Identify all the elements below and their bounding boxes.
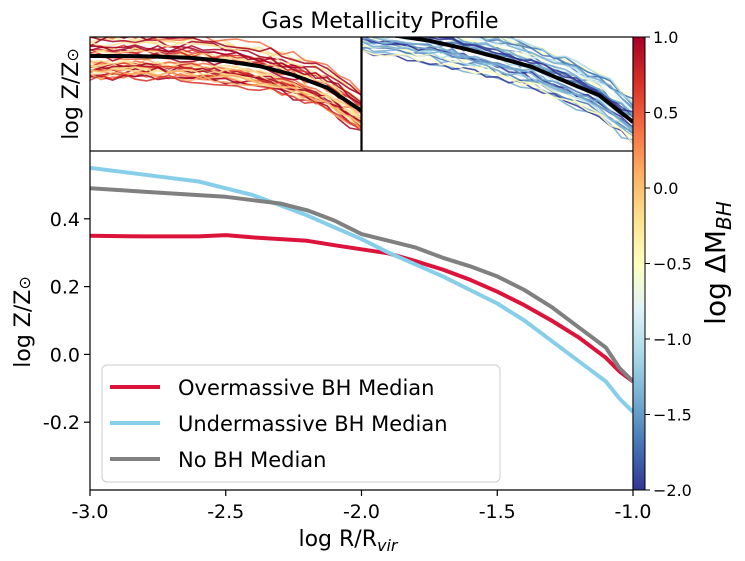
inset-profile-line (90, 44, 361, 105)
inset-median-line (90, 54, 361, 113)
x-tick-label: -1.5 (479, 501, 516, 523)
inset-profile-line (500, 37, 633, 103)
y-tick-label: 0.0 (50, 344, 80, 366)
series-line-2 (90, 186, 633, 383)
inset-profile-line (90, 66, 361, 129)
series-line-1 (90, 165, 633, 414)
legend-label: No BH Median (178, 448, 327, 472)
x-tick-label: -3.0 (71, 501, 108, 523)
colorbar-tick-label: 0.5 (653, 104, 678, 123)
legend: Overmassive BH Median Undermassive BH Med… (101, 364, 501, 483)
inset-profile-line (90, 37, 361, 96)
colorbar-tick-label: −1.5 (653, 406, 692, 425)
colorbar-tick-label: −0.5 (653, 255, 692, 274)
y-tick-label: -0.2 (43, 412, 80, 434)
legend-label: Undermassive BH Median (178, 412, 448, 436)
inset-profile-line (369, 37, 633, 130)
inset-profile-line (438, 37, 633, 112)
x-tick-label: -1.0 (614, 501, 651, 523)
inset-profile-line (90, 72, 361, 131)
colorbar-tick-label: 1.0 (653, 28, 678, 47)
inset-profile-line (90, 45, 361, 103)
inset-profile-line (90, 37, 361, 94)
inset-profile-line (362, 44, 633, 138)
inset-profile-line (90, 68, 361, 130)
inset-profile-line (104, 37, 361, 94)
series-line-0 (90, 233, 633, 384)
chart-title: Gas Metallicity Profile (261, 9, 498, 34)
y-axis-ticks: -0.2 0.0 0.2 0.4 (43, 209, 90, 434)
x-tick-label: -2.0 (343, 501, 380, 523)
y-tick-label: 0.2 (50, 277, 80, 299)
legend-label: Overmassive BH Median (178, 376, 434, 400)
inset-profile-line (362, 48, 633, 145)
colorbar-gradient (632, 36, 646, 491)
inset-overmassive (89, 36, 362, 152)
colorbar: 1.0 0.5 0.0 −0.5 −1.0 −1.5 −2.0 log ΔMBH (632, 28, 736, 500)
colorbar-tick-label: −1.0 (653, 330, 692, 349)
y-axis-label: log Z/Z⊙ (11, 276, 36, 368)
colorbar-tick-label: −2.0 (653, 481, 692, 500)
inset-profile-line (468, 37, 633, 113)
colorbar-tick-label: 0.0 (653, 179, 678, 198)
inset-profile-line (479, 37, 633, 110)
colorbar-label: log ΔMBH (699, 201, 736, 325)
inset-undermassive (361, 36, 634, 152)
inset-profile-line (473, 37, 633, 106)
inset-y-axis-label: log Z/Z⊙ (59, 48, 84, 140)
inset-profile-line (508, 37, 633, 100)
inset-profile-line (455, 37, 633, 117)
inset-profile-line (500, 37, 633, 104)
inset-profile-line (362, 41, 633, 132)
inset-profile-line (427, 37, 633, 113)
x-axis-label: log R/Rvir (298, 527, 398, 555)
y-tick-label: 0.4 (50, 209, 80, 231)
inset-profile-line (90, 67, 361, 126)
x-axis-ticks: -3.0 -2.5 -2.0 -1.5 -1.0 (71, 490, 652, 523)
x-tick-label: -2.5 (207, 501, 244, 523)
inset-profile-line (362, 49, 633, 145)
inset-profile-line (90, 49, 361, 108)
